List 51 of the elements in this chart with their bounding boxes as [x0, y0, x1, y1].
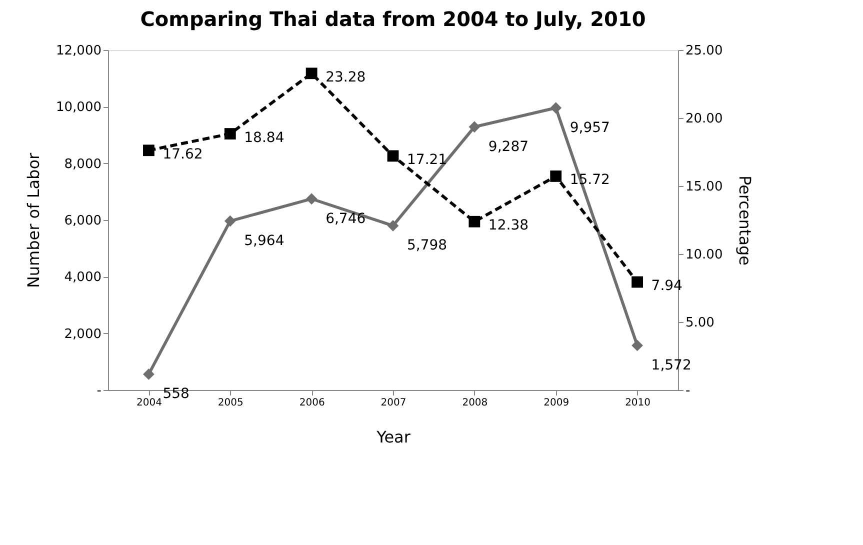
x-tick-label: 2010: [625, 398, 651, 408]
y2-tick-label: 20.00: [686, 112, 723, 126]
data-label: 9,957: [570, 120, 610, 136]
point: [143, 144, 154, 156]
point: [306, 193, 318, 205]
point: [468, 121, 480, 133]
x-tick-label: 2007: [380, 398, 406, 408]
data-label: 1,572: [651, 357, 692, 374]
chart-title: Comparing Thai data from 2004 to July, 2010: [140, 7, 646, 31]
point: [387, 150, 399, 162]
point: [306, 68, 318, 80]
point: [224, 128, 236, 140]
y-axis-title: Number of Labor: [24, 152, 44, 288]
data-label: 6,746: [326, 210, 366, 227]
point: [632, 276, 643, 288]
x-tick-label: 2004: [136, 398, 162, 408]
data-label: 9,287: [488, 138, 529, 155]
y2-tick-label: 25.00: [686, 44, 723, 58]
y-tick-label: 6,000: [64, 214, 102, 228]
y-tick-label: 8,000: [64, 156, 102, 172]
y2-axis-title: Percentage: [736, 175, 755, 266]
data-label: 558: [162, 386, 190, 402]
y-tick-label: 2,000: [64, 326, 102, 342]
x-tick-label: 2005: [218, 398, 244, 408]
data-label: 17.21: [407, 152, 448, 168]
data-label: 5,964: [244, 233, 284, 250]
y-tick-label: 4,000: [64, 270, 102, 286]
point: [387, 220, 399, 232]
y2-tick-label: 10.00: [686, 248, 723, 262]
data-label: 5,798: [407, 238, 448, 254]
y-tick-label: 10,000: [56, 100, 102, 116]
point: [468, 216, 480, 228]
data-label: 23.28: [326, 69, 366, 86]
point: [224, 215, 236, 227]
data-label: 17.62: [162, 146, 203, 162]
point: [550, 170, 562, 182]
y-tick-label: 12,000: [56, 44, 102, 58]
point: [143, 368, 154, 380]
data-label: 7.94: [651, 278, 683, 294]
y2-tick-label: -: [686, 384, 690, 398]
y-tick-label: -: [96, 384, 102, 398]
data-label: 18.84: [244, 130, 284, 146]
x-tick-label: 2009: [544, 398, 570, 408]
y2-tick-label: 15.00: [686, 180, 723, 194]
x-tick-label: 2008: [462, 398, 488, 408]
data-label: 12.38: [488, 218, 529, 234]
point: [550, 102, 562, 114]
x-tick-label: 2006: [299, 398, 325, 408]
y2-tick-label: 5.00: [686, 316, 714, 330]
point: [632, 340, 643, 352]
x-axis-title: Year: [376, 428, 411, 446]
